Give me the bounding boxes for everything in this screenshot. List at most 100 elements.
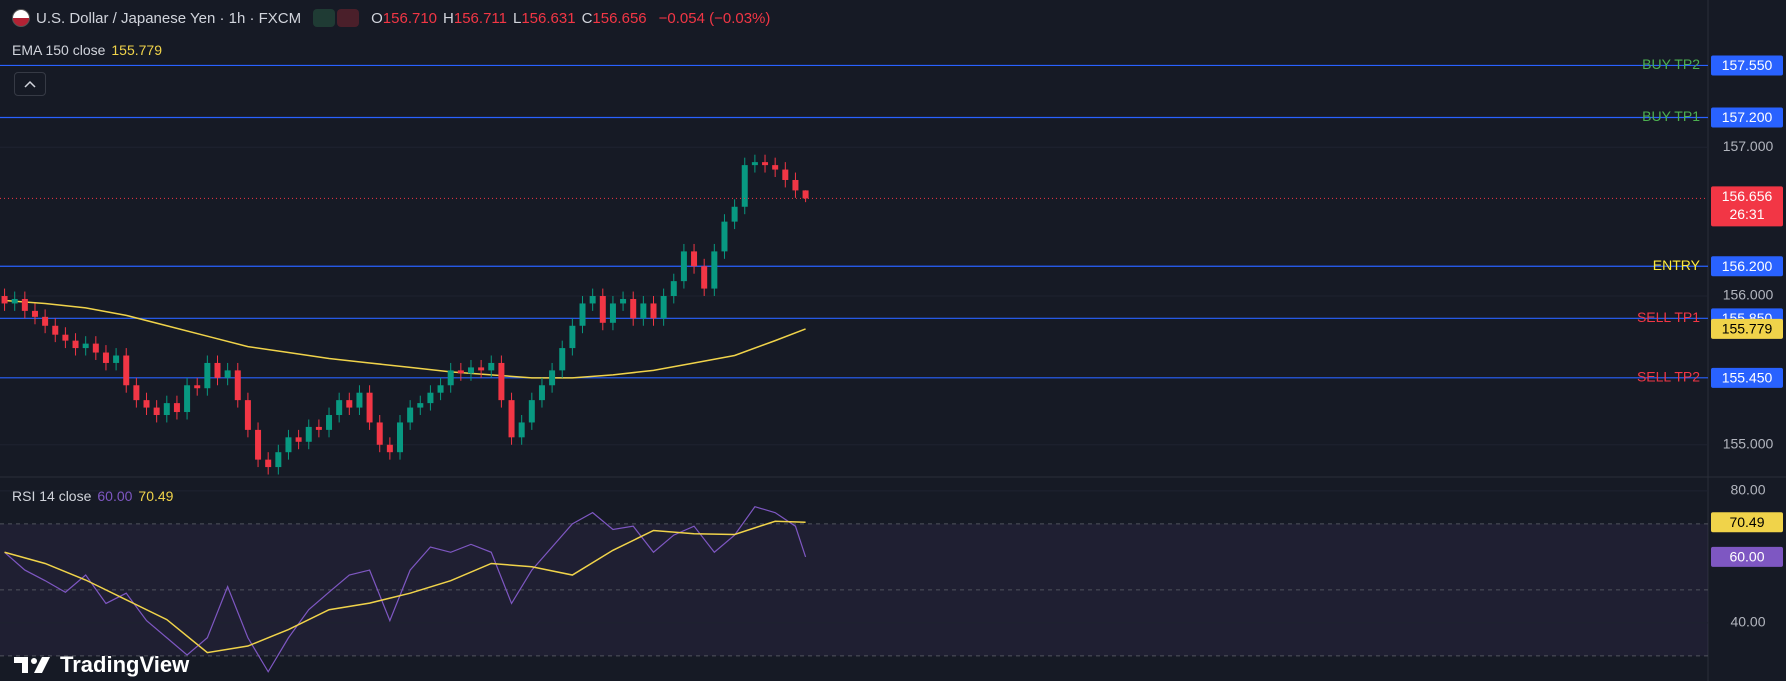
level-name: SELL TP1 xyxy=(1637,309,1700,325)
candle-body xyxy=(417,403,424,408)
candle-body xyxy=(21,298,28,311)
candle-body xyxy=(711,251,718,289)
candle-body xyxy=(478,367,485,371)
candle-body xyxy=(62,334,69,341)
brand-name: TradingView xyxy=(60,652,190,677)
candle-body xyxy=(569,325,576,349)
market-status[interactable] xyxy=(313,9,336,27)
quote-key: L xyxy=(512,9,522,27)
candle-body xyxy=(386,444,393,453)
change: −0.054 (−0.03%) xyxy=(658,9,771,27)
flag-icon xyxy=(12,9,30,27)
candle-body xyxy=(498,362,505,401)
candle-body xyxy=(721,221,728,252)
y-tick-label: 155.000 xyxy=(1723,435,1774,451)
level-tag-label: 157.200 xyxy=(1722,109,1773,125)
logo-mark xyxy=(14,657,50,673)
quote-key: C xyxy=(581,9,593,27)
ema-value: 155.779 xyxy=(111,42,162,58)
candle-body xyxy=(113,355,120,363)
ema-tag-label: 155.779 xyxy=(1722,321,1773,337)
level-name: BUY TP1 xyxy=(1642,108,1700,124)
candle-body xyxy=(173,403,180,413)
candle-body xyxy=(437,385,444,393)
rsi-value: 60.00 xyxy=(97,488,133,504)
candle-body xyxy=(356,392,363,408)
candle-body xyxy=(772,165,779,170)
branding[interactable]: TradingView xyxy=(14,652,189,678)
y-tick-label: 157.000 xyxy=(1723,138,1774,154)
rsi-ma-line xyxy=(4,520,806,654)
candle-body xyxy=(518,422,525,438)
candle-body xyxy=(72,340,79,349)
quote-value: 156.711 xyxy=(453,9,507,27)
candle-body xyxy=(488,362,495,371)
level-tag xyxy=(1711,367,1783,388)
candle-body xyxy=(691,251,698,267)
rsi-tag xyxy=(1711,546,1783,567)
candle-body xyxy=(457,370,464,374)
candle-body xyxy=(731,206,738,222)
quote-key: H xyxy=(443,9,454,27)
candle-body xyxy=(143,400,150,408)
candle-body xyxy=(376,422,383,445)
candle-body xyxy=(82,343,89,349)
candle-body xyxy=(305,426,312,442)
rsi-tick-label: 80.00 xyxy=(1730,482,1765,498)
candle-body xyxy=(315,426,322,430)
current-price-label: 156.656 xyxy=(1722,188,1773,204)
rsi-band xyxy=(0,523,1708,656)
candle-body xyxy=(336,400,343,416)
chevron xyxy=(24,80,36,88)
candle-body xyxy=(133,385,140,401)
candle-body xyxy=(782,169,789,180)
candle-body xyxy=(751,162,758,166)
ema-line xyxy=(4,299,806,379)
rsi-ma-tag-label: 70.49 xyxy=(1729,514,1764,530)
candle-body xyxy=(589,296,596,304)
level-tag-label: 156.200 xyxy=(1722,258,1773,274)
collapse-button[interactable] xyxy=(14,72,46,96)
candle-body xyxy=(680,251,687,282)
candle-body xyxy=(609,303,616,323)
current-price-tag xyxy=(1711,186,1783,227)
candle-body xyxy=(701,266,708,289)
rsi-legend[interactable]: RSI 14 close 60.00 70.49 xyxy=(12,488,173,504)
candle-body xyxy=(762,162,769,166)
candle-body xyxy=(92,343,99,353)
candle-body xyxy=(620,298,627,304)
quote-key: O xyxy=(371,9,383,27)
candle-body xyxy=(11,298,18,304)
level-name: BUY TP2 xyxy=(1642,56,1700,72)
candle-body xyxy=(741,165,748,207)
rsi-ma-tag xyxy=(1711,512,1783,533)
candle-body xyxy=(326,415,333,430)
candle-body xyxy=(214,362,221,378)
candle-body xyxy=(467,367,474,374)
candle-body xyxy=(285,437,292,453)
rsi-tick-label: 40.00 xyxy=(1730,614,1765,630)
candle-body xyxy=(275,452,282,468)
level-name: SELL TP2 xyxy=(1637,369,1700,385)
candle-body xyxy=(640,303,647,319)
candle-body xyxy=(31,310,38,317)
level-tag xyxy=(1711,107,1783,128)
candle-body xyxy=(346,400,353,408)
candle-body xyxy=(508,400,515,438)
candle-body xyxy=(579,303,586,326)
candle-body xyxy=(559,348,566,371)
rsi-ma-value: 70.49 xyxy=(138,488,174,504)
ema-legend[interactable]: EMA 150 close 155.779 xyxy=(12,42,162,58)
candle-body xyxy=(366,392,373,423)
ema-tag xyxy=(1711,318,1783,339)
rsi-tag-label: 60.00 xyxy=(1729,549,1764,565)
data-status[interactable] xyxy=(337,9,360,27)
candle-body xyxy=(660,296,667,319)
quote-value: 156.631 xyxy=(521,9,576,27)
quote-value: 156.656 xyxy=(592,9,647,27)
candle-body xyxy=(538,385,545,401)
candle-body xyxy=(650,303,657,319)
ohlc: O156.710 H156.711 L156.631 C156.656 xyxy=(371,10,653,27)
candle-body xyxy=(407,407,414,423)
